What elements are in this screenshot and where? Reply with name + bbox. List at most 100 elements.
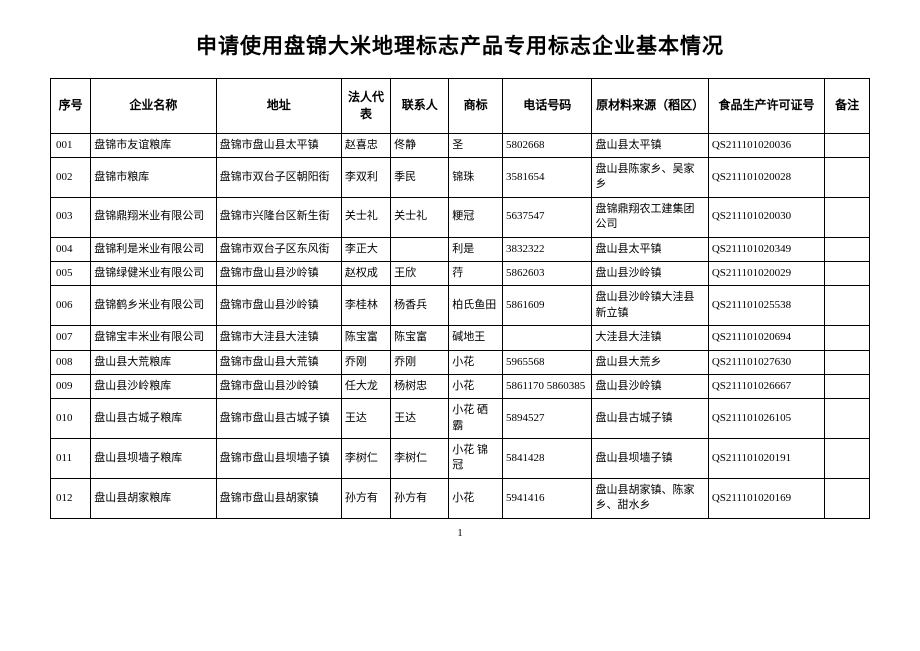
cell-license: QS211101026667 bbox=[708, 374, 824, 398]
cell-address: 盘锦市盘山县沙岭镇 bbox=[216, 261, 341, 285]
cell-phone: 5965568 bbox=[502, 350, 592, 374]
cell-trademark: 碱地王 bbox=[449, 326, 503, 350]
cell-source: 盘山县沙岭镇 bbox=[592, 261, 708, 285]
cell-phone: 5894527 bbox=[502, 399, 592, 439]
table-row: 003盘锦鼎翔米业有限公司盘锦市兴隆台区新生街关士礼关士礼粳冠5637547盘锦… bbox=[51, 197, 870, 237]
cell-source: 大洼县大洼镇 bbox=[592, 326, 708, 350]
table-row: 008盘山县大荒粮库盘锦市盘山县大荒镇乔刚乔刚小花5965568盘山县大荒乡QS… bbox=[51, 350, 870, 374]
cell-legal: 关士礼 bbox=[341, 197, 390, 237]
cell-trademark: 利是 bbox=[449, 237, 503, 261]
cell-phone: 3832322 bbox=[502, 237, 592, 261]
table-row: 010盘山县古城子粮库盘锦市盘山县古城子镇王达王达小花 硒霸5894527盘山县… bbox=[51, 399, 870, 439]
cell-address: 盘锦市盘山县胡家镇 bbox=[216, 478, 341, 518]
cell-legal: 王达 bbox=[341, 399, 390, 439]
cell-source: 盘山县沙岭镇 bbox=[592, 374, 708, 398]
cell-company: 盘锦利是米业有限公司 bbox=[91, 237, 216, 261]
cell-trademark: 锦珠 bbox=[449, 157, 503, 197]
cell-remark bbox=[825, 133, 870, 157]
cell-company: 盘锦宝丰米业有限公司 bbox=[91, 326, 216, 350]
cell-remark bbox=[825, 439, 870, 479]
cell-contact: 佟静 bbox=[391, 133, 449, 157]
cell-company: 盘锦市粮库 bbox=[91, 157, 216, 197]
cell-seq: 007 bbox=[51, 326, 91, 350]
cell-company: 盘锦市友谊粮库 bbox=[91, 133, 216, 157]
cell-source: 盘山县沙岭镇大洼县新立镇 bbox=[592, 286, 708, 326]
cell-remark bbox=[825, 478, 870, 518]
cell-address: 盘锦市双台子区朝阳街 bbox=[216, 157, 341, 197]
cell-contact: 王达 bbox=[391, 399, 449, 439]
table-header-row: 序号 企业名称 地址 法人代表 联系人 商标 电话号码 原材料来源（稻区） 食品… bbox=[51, 79, 870, 134]
cell-legal: 陈宝富 bbox=[341, 326, 390, 350]
cell-company: 盘山县沙岭粮库 bbox=[91, 374, 216, 398]
cell-phone: 5841428 bbox=[502, 439, 592, 479]
cell-license: QS211101020169 bbox=[708, 478, 824, 518]
table-row: 006盘锦鹤乡米业有限公司盘锦市盘山县沙岭镇李桂林杨香兵柏氏鱼田5861609盘… bbox=[51, 286, 870, 326]
cell-legal: 赵权成 bbox=[341, 261, 390, 285]
cell-legal: 李桂林 bbox=[341, 286, 390, 326]
cell-trademark: 小花 bbox=[449, 374, 503, 398]
cell-license: QS211101020349 bbox=[708, 237, 824, 261]
cell-license: QS211101020694 bbox=[708, 326, 824, 350]
cell-contact: 孙方有 bbox=[391, 478, 449, 518]
table-row: 004盘锦利是米业有限公司盘锦市双台子区东风街李正大利是3832322盘山县太平… bbox=[51, 237, 870, 261]
cell-remark bbox=[825, 237, 870, 261]
header-remark: 备注 bbox=[825, 79, 870, 134]
cell-source: 盘山县太平镇 bbox=[592, 237, 708, 261]
cell-legal: 孙方有 bbox=[341, 478, 390, 518]
header-address: 地址 bbox=[216, 79, 341, 134]
cell-seq: 011 bbox=[51, 439, 91, 479]
header-source: 原材料来源（稻区） bbox=[592, 79, 708, 134]
cell-legal: 赵喜忠 bbox=[341, 133, 390, 157]
cell-remark bbox=[825, 261, 870, 285]
cell-source: 盘山县大荒乡 bbox=[592, 350, 708, 374]
table-row: 007盘锦宝丰米业有限公司盘锦市大洼县大洼镇陈宝富陈宝富碱地王大洼县大洼镇QS2… bbox=[51, 326, 870, 350]
cell-license: QS211101025538 bbox=[708, 286, 824, 326]
cell-trademark: 柏氏鱼田 bbox=[449, 286, 503, 326]
cell-source: 盘山县古城子镇 bbox=[592, 399, 708, 439]
cell-address: 盘锦市兴隆台区新生街 bbox=[216, 197, 341, 237]
cell-trademark: 粳冠 bbox=[449, 197, 503, 237]
header-seq: 序号 bbox=[51, 79, 91, 134]
cell-company: 盘山县胡家粮库 bbox=[91, 478, 216, 518]
cell-address: 盘锦市盘山县坝墙子镇 bbox=[216, 439, 341, 479]
cell-contact: 乔刚 bbox=[391, 350, 449, 374]
cell-contact: 杨树忠 bbox=[391, 374, 449, 398]
cell-trademark: 圣 bbox=[449, 133, 503, 157]
cell-address: 盘锦市盘山县太平镇 bbox=[216, 133, 341, 157]
cell-trademark: 小花 硒霸 bbox=[449, 399, 503, 439]
cell-company: 盘锦鹤乡米业有限公司 bbox=[91, 286, 216, 326]
cell-remark bbox=[825, 350, 870, 374]
cell-phone: 5941416 bbox=[502, 478, 592, 518]
header-license: 食品生产许可证号 bbox=[708, 79, 824, 134]
cell-seq: 009 bbox=[51, 374, 91, 398]
cell-remark bbox=[825, 286, 870, 326]
cell-source: 盘山县太平镇 bbox=[592, 133, 708, 157]
cell-license: QS211101020030 bbox=[708, 197, 824, 237]
enterprise-table: 序号 企业名称 地址 法人代表 联系人 商标 电话号码 原材料来源（稻区） 食品… bbox=[50, 78, 870, 519]
cell-license: QS211101020191 bbox=[708, 439, 824, 479]
cell-source: 盘山县坝墙子镇 bbox=[592, 439, 708, 479]
cell-remark bbox=[825, 197, 870, 237]
cell-remark bbox=[825, 157, 870, 197]
cell-contact: 陈宝富 bbox=[391, 326, 449, 350]
cell-phone: 5861170 5860385 bbox=[502, 374, 592, 398]
cell-license: QS211101020028 bbox=[708, 157, 824, 197]
cell-seq: 008 bbox=[51, 350, 91, 374]
cell-source: 盘锦鼎翔农工建集团公司 bbox=[592, 197, 708, 237]
cell-company: 盘山县大荒粮库 bbox=[91, 350, 216, 374]
table-row: 002盘锦市粮库盘锦市双台子区朝阳街李双利季民锦珠3581654盘山县陈家乡、吴… bbox=[51, 157, 870, 197]
cell-seq: 002 bbox=[51, 157, 91, 197]
cell-phone: 5637547 bbox=[502, 197, 592, 237]
cell-contact: 季民 bbox=[391, 157, 449, 197]
cell-remark bbox=[825, 399, 870, 439]
cell-address: 盘锦市盘山县大荒镇 bbox=[216, 350, 341, 374]
cell-source: 盘山县胡家镇、陈家乡、甜水乡 bbox=[592, 478, 708, 518]
cell-trademark: 荇 bbox=[449, 261, 503, 285]
cell-remark bbox=[825, 374, 870, 398]
cell-company: 盘山县古城子粮库 bbox=[91, 399, 216, 439]
cell-seq: 010 bbox=[51, 399, 91, 439]
cell-trademark: 小花 bbox=[449, 350, 503, 374]
table-row: 009盘山县沙岭粮库盘锦市盘山县沙岭镇任大龙杨树忠小花5861170 58603… bbox=[51, 374, 870, 398]
header-phone: 电话号码 bbox=[502, 79, 592, 134]
cell-phone: 5861609 bbox=[502, 286, 592, 326]
